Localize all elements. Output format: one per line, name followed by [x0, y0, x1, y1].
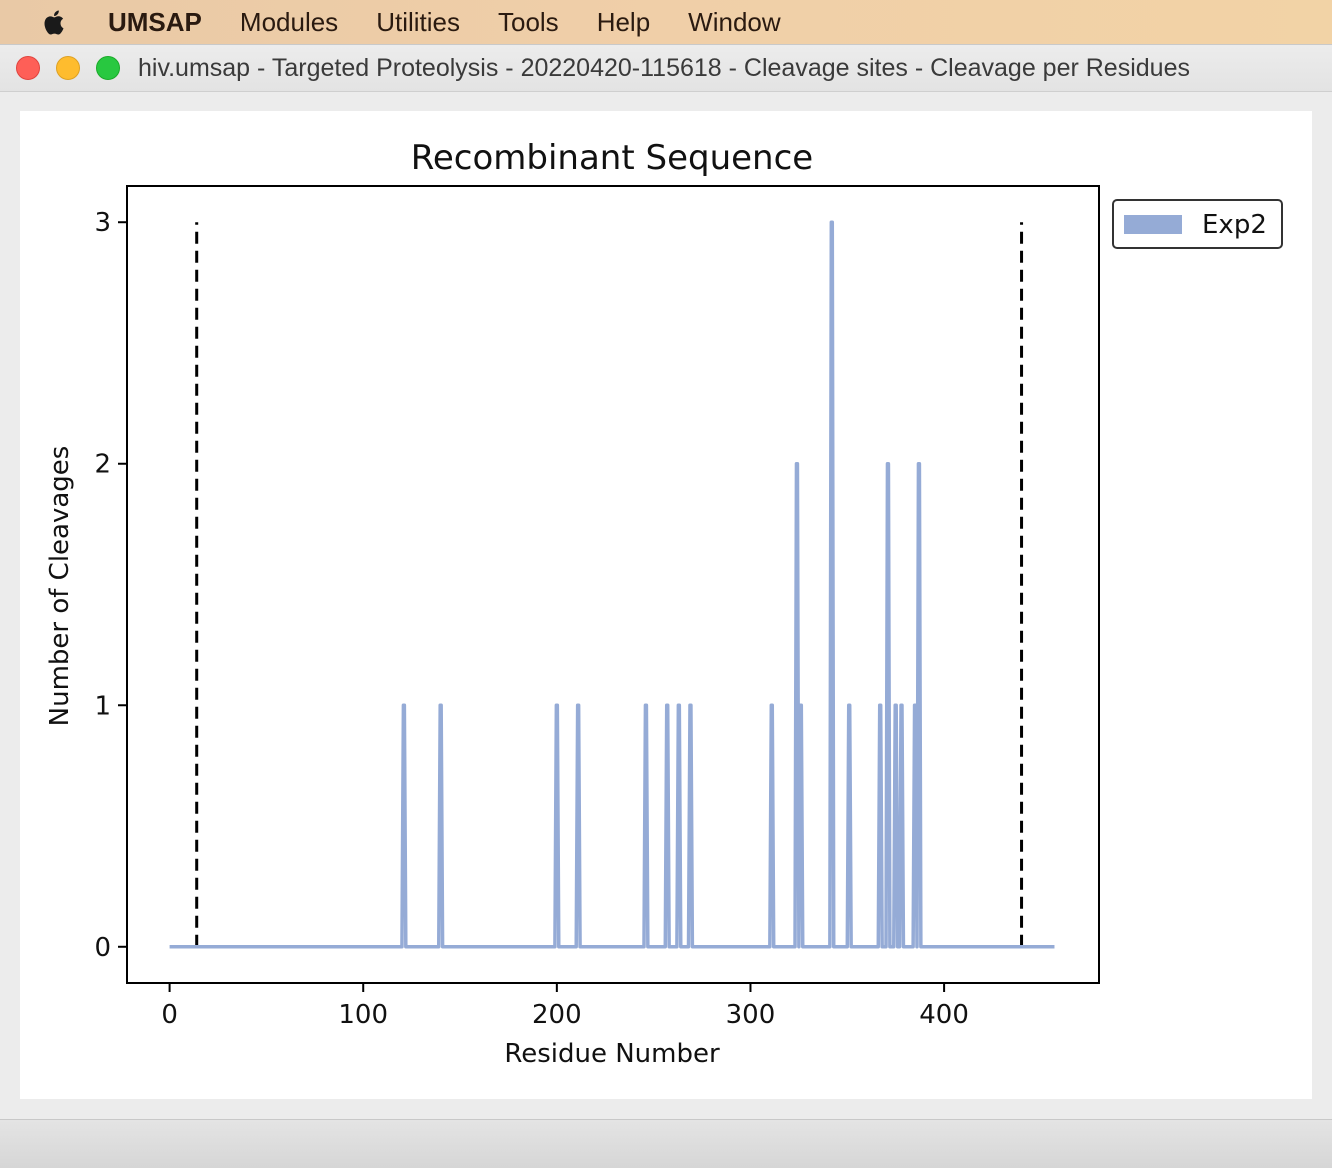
menu-help[interactable]: Help — [597, 7, 650, 38]
apple-logo-icon[interactable] — [40, 7, 70, 37]
y-axis-label: Number of Cleavages — [45, 446, 75, 727]
window-title: hiv.umsap - Targeted Proteolysis - 20220… — [138, 54, 1190, 83]
maximize-window-button[interactable] — [96, 56, 120, 80]
menu-bar: UMSAP Modules Utilities Tools Help Windo… — [0, 0, 1332, 44]
series-line-exp2 — [170, 222, 1055, 947]
legend-swatch-exp2 — [1124, 215, 1182, 234]
x-tick-label: 200 — [532, 1000, 582, 1030]
menu-window[interactable]: Window — [688, 7, 780, 38]
plot-window: hiv.umsap - Targeted Proteolysis - 20220… — [0, 44, 1332, 1167]
menu-utilities[interactable]: Utilities — [376, 7, 460, 38]
x-tick-label: 100 — [338, 1000, 388, 1030]
window-titlebar[interactable]: hiv.umsap - Targeted Proteolysis - 20220… — [0, 45, 1332, 92]
x-tick-label: 300 — [726, 1000, 776, 1030]
menu-app-name[interactable]: UMSAP — [108, 7, 202, 38]
legend: Exp2 — [1113, 200, 1282, 248]
y-axis: 0 1 2 3 — [94, 208, 127, 963]
window-controls — [16, 56, 136, 80]
y-tick-label: 3 — [94, 208, 111, 238]
menu-modules[interactable]: Modules — [240, 7, 338, 38]
menu-tools[interactable]: Tools — [498, 7, 559, 38]
window-bottom-bar — [0, 1119, 1332, 1168]
y-tick-label: 0 — [94, 933, 111, 963]
y-tick-label: 2 — [94, 450, 111, 480]
legend-label-exp2: Exp2 — [1202, 210, 1267, 240]
x-tick-label: 0 — [161, 1000, 178, 1030]
x-axis: 0 100 200 300 400 — [161, 983, 969, 1030]
x-axis-label: Residue Number — [504, 1039, 720, 1069]
close-window-button[interactable] — [16, 56, 40, 80]
x-tick-label: 400 — [919, 1000, 969, 1030]
plot-frame — [127, 186, 1099, 983]
minimize-window-button[interactable] — [56, 56, 80, 80]
series-group — [170, 222, 1055, 947]
y-tick-label: 1 — [94, 691, 111, 721]
chart-title: Recombinant Sequence — [411, 138, 813, 178]
